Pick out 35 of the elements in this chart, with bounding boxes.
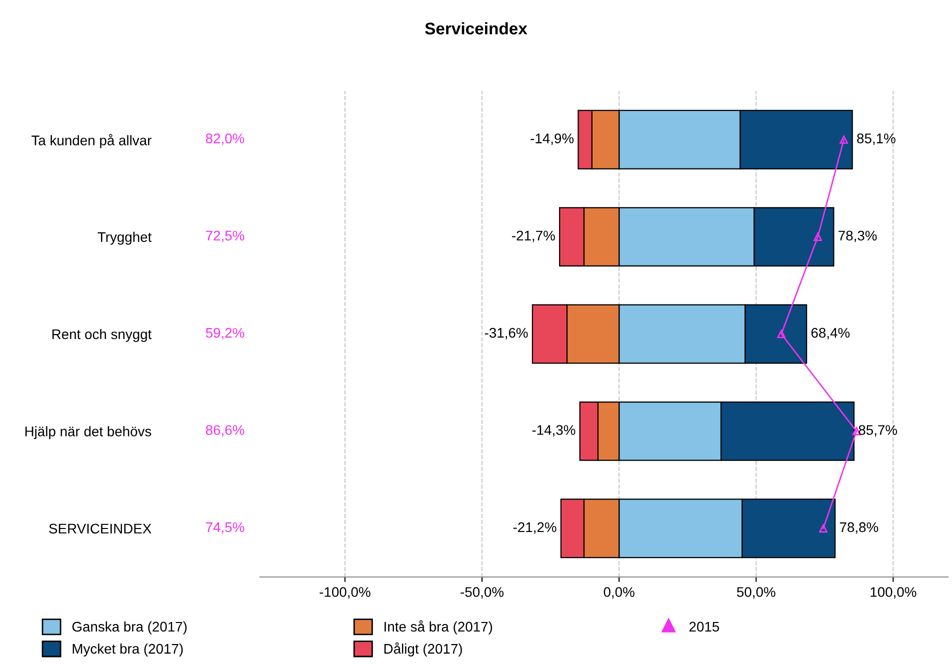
annotation: -21,2% [513, 522, 556, 534]
annotation: -14,9% [530, 133, 574, 145]
y-tick-label: Hjälp när det behövs [25, 426, 152, 440]
legend-label: Dåligt (2017) [384, 642, 462, 656]
annotation: -31,6% [484, 328, 528, 340]
x-tick-label: -50,0% [460, 587, 504, 599]
x-tick-label: 0,0% [604, 587, 634, 599]
point [777, 330, 786, 338]
data-label: 59,2% [206, 328, 244, 340]
point [840, 135, 848, 144]
legend-label: Inte så bra (2017) [384, 620, 492, 634]
data-label: 86,6% [206, 425, 244, 437]
annotation: -21,7% [512, 230, 555, 242]
y-tick-label: Trygghet [98, 232, 152, 245]
annotation: 68,4% [811, 328, 850, 340]
point [819, 524, 828, 533]
y-tick-label: Rent och snyggt [52, 328, 152, 342]
legend-label: 2015 [689, 622, 720, 632]
data-label: 72,5% [206, 230, 244, 242]
annotation: 85,1% [857, 133, 896, 145]
annotation: -14,3% [532, 425, 576, 437]
y-tick-label: Ta kunden på allvar [32, 134, 152, 148]
legend-label: Ganska bra (2017) [72, 621, 187, 634]
data-label: 74,5% [206, 522, 244, 534]
data-label: 82,0% [206, 133, 244, 145]
annotation: 85,7% [858, 425, 898, 437]
annotation: 78,3% [838, 230, 877, 242]
point [814, 232, 822, 241]
annotation: 78,8% [840, 522, 878, 534]
y-tick-label: SERVICEINDEX [49, 524, 152, 534]
chart-title: Serviceindex [425, 22, 528, 34]
legend-label: Mycket bra (2017) [72, 644, 183, 656]
x-tick-label: 50,0% [736, 587, 776, 599]
x-tick-label: 100,0% [870, 587, 916, 599]
x-tick-label: -100,0% [320, 587, 370, 599]
